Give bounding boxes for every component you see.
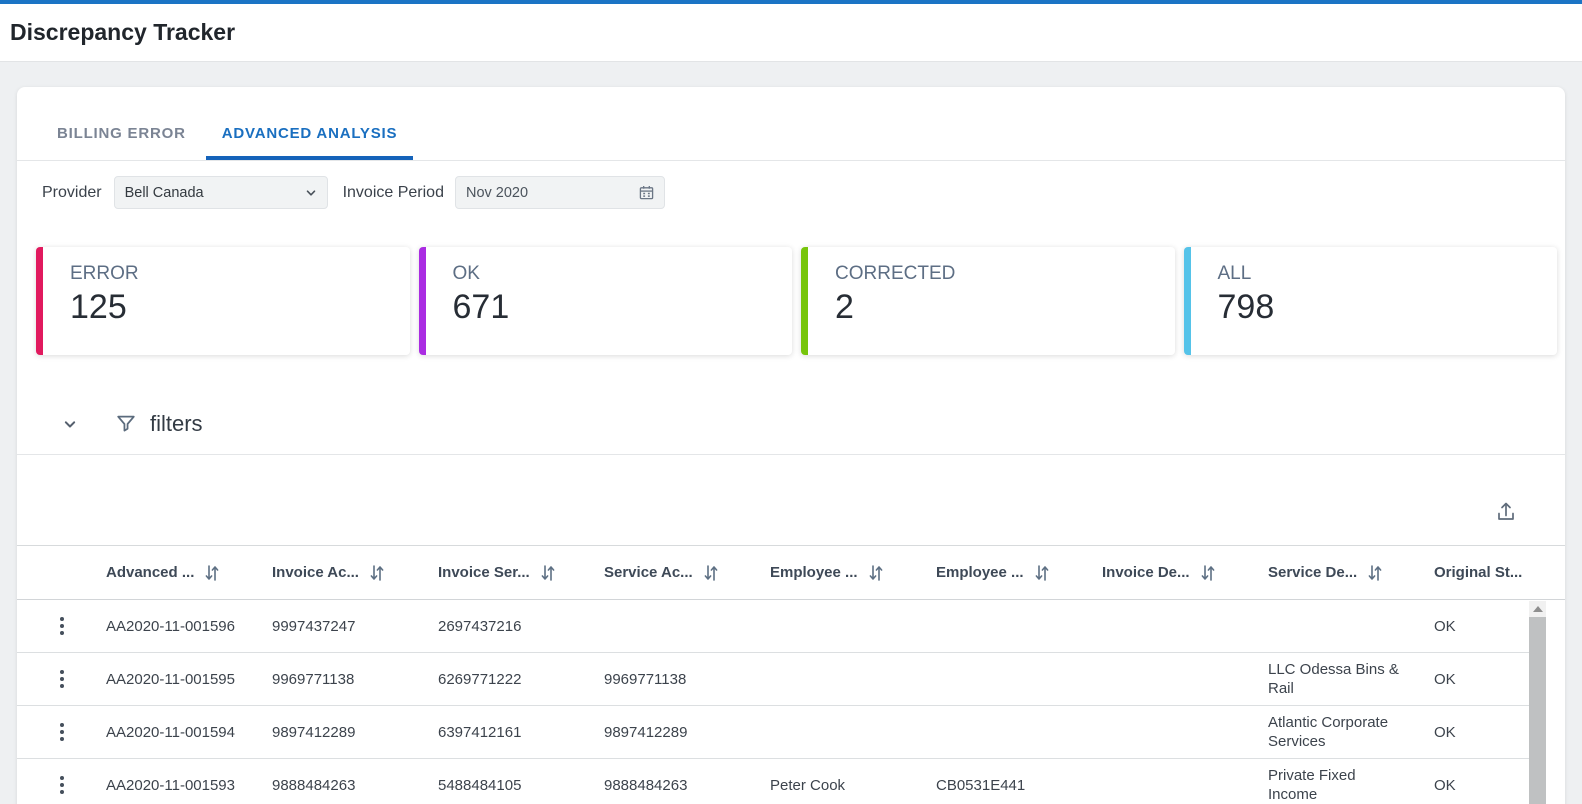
table-header-row: Advanced ... Invoice Ac... Invoice Ser..… xyxy=(17,545,1565,600)
stat-card-ok: OK 671 xyxy=(418,247,792,355)
column-header[interactable]: Employee ... xyxy=(770,564,936,582)
column-header[interactable]: Service Ac... xyxy=(604,564,770,582)
data-table: Advanced ... Invoice Ac... Invoice Ser..… xyxy=(17,545,1565,804)
top-accent-bar xyxy=(0,0,1582,4)
vertical-scrollbar[interactable] xyxy=(1529,601,1546,804)
invoice-period-input[interactable]: Nov 2020 xyxy=(454,176,665,209)
column-header[interactable]: Invoice De... xyxy=(1102,564,1268,582)
stat-value: 798 xyxy=(1217,288,1275,326)
filter-funnel-icon xyxy=(117,415,135,432)
cell-invoice-account: 9997437247 xyxy=(272,617,356,635)
scrollbar-thumb[interactable] xyxy=(1529,617,1546,804)
stat-value: 2 xyxy=(835,288,854,326)
stat-card-error: ERROR 125 xyxy=(36,247,410,355)
cell-service-desc: Atlantic Corporate Services xyxy=(1268,714,1389,750)
cell-original-status: OK xyxy=(1434,776,1456,794)
column-header[interactable]: Employee ... xyxy=(936,564,1102,582)
cell-advanced: AA2020-11-001595 xyxy=(106,670,235,688)
divider xyxy=(17,454,1565,455)
cell-service-account: 9888484263 xyxy=(604,776,688,794)
cell-original-status: OK xyxy=(1434,670,1456,688)
provider-label: Provider xyxy=(42,183,102,201)
sort-icon[interactable] xyxy=(205,564,219,582)
scroll-up-arrow-icon xyxy=(1532,606,1543,612)
sort-icon[interactable] xyxy=(370,564,384,582)
table-row[interactable]: AA2020-11-001596 9997437247 2697437216 O… xyxy=(17,600,1529,653)
filters-label: filters xyxy=(150,411,203,436)
cell-employee-1: Peter Cook xyxy=(770,776,846,794)
cell-service-desc: LLC Odessa Bins & Rail xyxy=(1268,661,1399,697)
table-toolbar xyxy=(17,455,1565,545)
cell-invoice-account: 9969771138 xyxy=(272,670,355,688)
row-menu-icon[interactable] xyxy=(56,666,68,692)
cell-invoice-service: 2697437216 xyxy=(438,617,522,635)
stat-label: ERROR xyxy=(70,263,139,284)
filters-toggle[interactable]: filters xyxy=(17,404,1565,444)
stat-cards: ERROR 125 OK 671 CORRECTED 2 ALL 798 xyxy=(17,247,1565,355)
stat-card-all: ALL 798 xyxy=(1183,247,1557,355)
stat-label: CORRECTED xyxy=(835,263,956,284)
sort-icon[interactable] xyxy=(1368,564,1382,582)
row-menu-icon[interactable] xyxy=(56,772,68,798)
cell-original-status: OK xyxy=(1434,617,1456,635)
calendar-icon xyxy=(639,185,654,200)
stat-label: OK xyxy=(452,263,480,284)
sort-icon[interactable] xyxy=(1201,564,1215,582)
cell-invoice-service: 6397412161 xyxy=(438,723,522,741)
cell-original-status: OK xyxy=(1434,723,1456,741)
provider-select-value: Bell Canada xyxy=(124,184,204,201)
main-panel: BILLING ERROR ADVANCED ANALYSIS Provider… xyxy=(17,87,1565,804)
app-header: Discrepancy Tracker xyxy=(0,4,1582,62)
invoice-period-label: Invoice Period xyxy=(342,183,444,201)
export-icon[interactable] xyxy=(1494,500,1518,524)
sort-icon[interactable] xyxy=(704,564,718,582)
cell-advanced: AA2020-11-001593 xyxy=(106,776,235,794)
cell-service-account: 9897412289 xyxy=(604,723,688,741)
chevron-down-icon xyxy=(306,189,315,196)
filter-controls: Provider Bell Canada Invoice Period Nov … xyxy=(17,176,1565,209)
page-title: Discrepancy Tracker xyxy=(10,19,236,45)
stat-value: 671 xyxy=(452,288,510,326)
cell-service-desc: Private Fixed Income xyxy=(1268,767,1356,803)
scroll-up-button[interactable] xyxy=(1529,601,1546,617)
table-row[interactable]: AA2020-11-001593 9888484263 5488484105 9… xyxy=(17,759,1529,804)
cell-invoice-account: 9897412289 xyxy=(272,723,356,741)
invoice-period-value: Nov 2020 xyxy=(465,184,529,201)
column-header[interactable]: Service De... xyxy=(1268,564,1434,582)
cell-service-account: 9969771138 xyxy=(604,670,687,688)
column-header[interactable]: Original St... xyxy=(1434,564,1523,581)
stat-label: ALL xyxy=(1217,263,1252,284)
stat-card-corrected: CORRECTED 2 xyxy=(801,247,1175,355)
chevron-down-icon[interactable] xyxy=(60,414,80,434)
cell-invoice-account: 9888484263 xyxy=(272,776,356,794)
row-menu-icon[interactable] xyxy=(56,613,68,639)
provider-select[interactable]: Bell Canada xyxy=(113,176,328,209)
cell-invoice-service: 6269771222 xyxy=(438,670,522,688)
cell-advanced: AA2020-11-001594 xyxy=(106,723,235,741)
tab-bar: BILLING ERROR ADVANCED ANALYSIS xyxy=(17,87,1565,161)
sort-icon[interactable] xyxy=(1035,564,1049,582)
sort-icon[interactable] xyxy=(869,564,883,582)
tab-billing-error[interactable]: BILLING ERROR xyxy=(57,125,186,142)
column-header[interactable]: Invoice Ser... xyxy=(438,564,604,582)
cell-advanced: AA2020-11-001596 xyxy=(106,617,235,635)
cell-employee-2: CB0531E441 xyxy=(936,776,1026,794)
column-header[interactable]: Invoice Ac... xyxy=(272,564,438,582)
table-row[interactable]: AA2020-11-001595 9969771138 6269771222 9… xyxy=(17,653,1529,706)
table-row[interactable]: AA2020-11-001594 9897412289 6397412161 9… xyxy=(17,706,1529,759)
column-header[interactable]: Advanced ... xyxy=(106,564,272,582)
tab-advanced-analysis[interactable]: ADVANCED ANALYSIS xyxy=(205,125,414,160)
row-menu-icon[interactable] xyxy=(56,719,68,745)
sort-icon[interactable] xyxy=(541,564,555,582)
stat-value: 125 xyxy=(70,288,127,326)
cell-invoice-service: 5488484105 xyxy=(438,776,522,794)
